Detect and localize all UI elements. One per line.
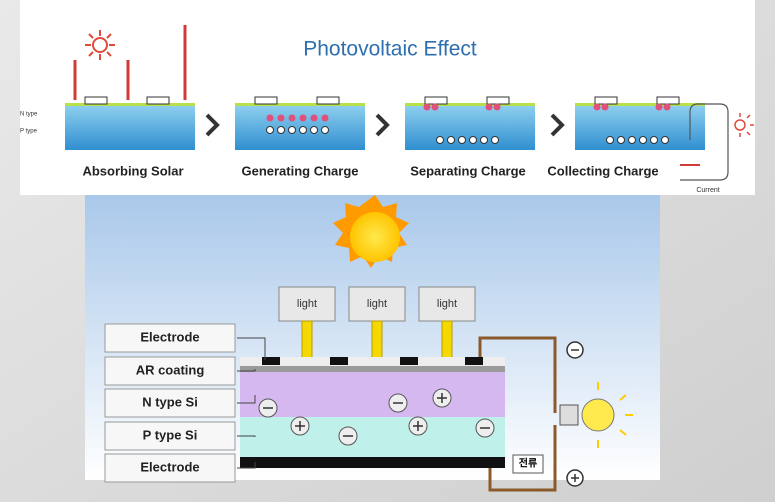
- layer-label-box: [104, 453, 236, 483]
- step-label: Collecting Charge: [547, 163, 658, 178]
- charge: [639, 136, 647, 144]
- sun-icon: [85, 30, 115, 60]
- charge: [663, 103, 671, 111]
- pointer: [237, 462, 256, 469]
- charge: [299, 114, 307, 122]
- pointer: [237, 435, 256, 437]
- p-layer: [240, 417, 505, 457]
- contact: [254, 96, 278, 105]
- charge: [650, 136, 658, 144]
- charge: [458, 136, 466, 144]
- charge: [447, 136, 455, 144]
- layer-label-box: [104, 421, 236, 451]
- charge: [617, 136, 625, 144]
- current-label: Current: [696, 187, 719, 194]
- charge: [593, 103, 601, 111]
- light-box: [278, 286, 336, 322]
- title: Photovoltaic Effect: [303, 38, 477, 61]
- contact: [594, 96, 618, 105]
- layer-label-box: [104, 356, 236, 386]
- p-type-tag: P type: [20, 129, 38, 135]
- current-tag-box: [512, 454, 544, 474]
- sun: [333, 195, 409, 268]
- charge: [288, 126, 296, 134]
- bottom-electrode: [240, 457, 505, 468]
- step-label: Separating Charge: [410, 163, 526, 178]
- charge: [266, 126, 274, 134]
- cell-stripe: [405, 103, 535, 106]
- charge: [310, 126, 318, 134]
- charge: [277, 126, 285, 134]
- layer-label: Electrode: [140, 329, 199, 344]
- minus-terminal: [566, 341, 584, 359]
- charge: [310, 114, 318, 122]
- cell-stripe: [235, 103, 365, 106]
- charge: [491, 136, 499, 144]
- light-label: light: [367, 298, 387, 310]
- contact: [84, 96, 108, 105]
- charge: [321, 126, 329, 134]
- light-box: [418, 286, 476, 322]
- contact: [656, 96, 680, 105]
- charge: [288, 114, 296, 122]
- contact: [486, 96, 510, 105]
- layer-label-box: [104, 323, 236, 353]
- circuit: [680, 103, 729, 181]
- step-label: Absorbing Solar: [82, 163, 183, 178]
- cell-stripe: [65, 103, 195, 106]
- charge: [606, 136, 614, 144]
- top-panel: [20, 0, 755, 195]
- bulb-icon: [734, 113, 754, 137]
- top-electrode: [240, 357, 505, 366]
- bulb: [559, 382, 633, 448]
- charge: [299, 126, 307, 134]
- charge: [431, 103, 439, 111]
- cell-stripe: [575, 103, 705, 106]
- charge: [266, 114, 274, 122]
- contact: [146, 96, 170, 105]
- layer-label: Electrode: [140, 459, 199, 474]
- charge: [493, 103, 501, 111]
- cell: [65, 105, 195, 150]
- contact: [424, 96, 448, 105]
- charge: [485, 103, 493, 111]
- ar-coating: [240, 366, 505, 372]
- light-label: light: [437, 298, 457, 310]
- charge: [436, 136, 444, 144]
- current-tag: 전류: [519, 457, 537, 470]
- contact: [316, 96, 340, 105]
- plus-terminal: [566, 469, 584, 487]
- pointer: [237, 369, 256, 372]
- light-box: [348, 286, 406, 322]
- layer-label: N type Si: [142, 394, 198, 409]
- pointer: [237, 395, 256, 404]
- charge: [661, 136, 669, 144]
- layer-label: P type Si: [143, 427, 198, 442]
- step-arrows: [205, 113, 565, 137]
- charge: [321, 114, 329, 122]
- charge: [277, 114, 285, 122]
- step-label: Generating Charge: [241, 163, 358, 178]
- ray-arrows: [73, 25, 187, 100]
- cell: [575, 105, 705, 150]
- layer-label-box: [104, 388, 236, 418]
- pointer: [237, 337, 266, 360]
- charge: [423, 103, 431, 111]
- charge: [480, 136, 488, 144]
- n-layer: [240, 372, 505, 417]
- charge: [469, 136, 477, 144]
- layer-label: AR coating: [136, 362, 205, 377]
- electrode-fingers: [262, 357, 483, 365]
- wire: [478, 336, 557, 492]
- cell: [405, 105, 535, 150]
- charge: [655, 103, 663, 111]
- n-type-tag: N type: [20, 112, 38, 118]
- light-label: light: [297, 298, 317, 310]
- charge: [628, 136, 636, 144]
- charge: [601, 103, 609, 111]
